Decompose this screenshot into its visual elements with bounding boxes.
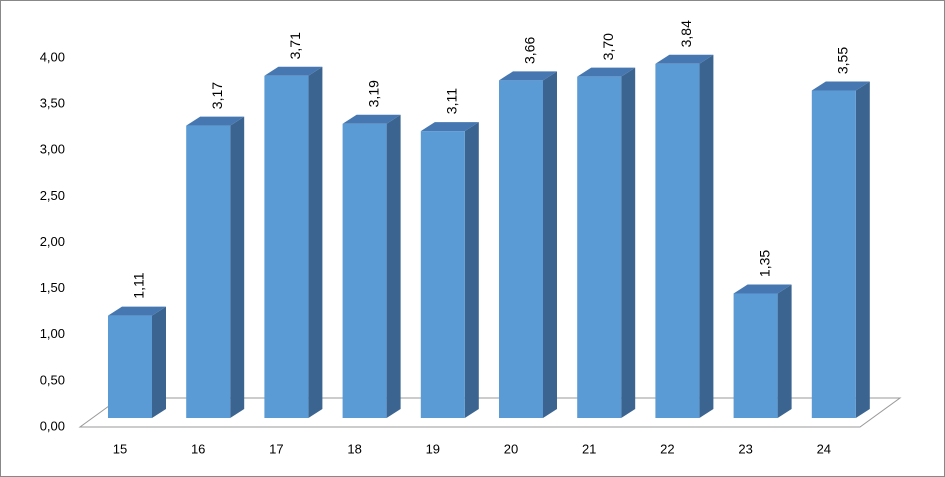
bar-top [811, 81, 870, 91]
y-tick-label: 0,50 [40, 372, 65, 387]
y-tick-label: 3,50 [40, 96, 65, 111]
bar-front [342, 123, 387, 418]
bar-side [308, 66, 323, 418]
bar-top [655, 54, 714, 64]
bar-side [152, 306, 166, 418]
y-tick-label: 4,00 [40, 49, 65, 64]
bar-front [186, 125, 231, 418]
x-tick-label: 24 [817, 441, 831, 456]
y-tick-label: 2,50 [40, 188, 65, 203]
x-tick-label: 21 [582, 441, 596, 456]
bar [186, 116, 245, 418]
bar [108, 306, 166, 418]
y-tick-label: 2,00 [40, 234, 65, 249]
bar-side [855, 81, 870, 418]
bar-side [777, 284, 792, 418]
value-label: 3,71 [287, 32, 303, 59]
bar-side [230, 116, 245, 418]
bar [811, 81, 870, 418]
value-label: 3,11 [444, 88, 460, 114]
bar-top [499, 71, 557, 81]
bar-front [499, 80, 543, 419]
bar [342, 114, 401, 418]
bar-front [733, 293, 778, 418]
x-tick-label: 19 [426, 441, 440, 456]
value-label: 3,17 [209, 82, 225, 109]
value-label: 3,66 [522, 37, 538, 64]
value-label: 3,19 [365, 80, 381, 107]
bar [655, 54, 714, 418]
value-label: 1,35 [756, 250, 772, 277]
bar [420, 122, 479, 419]
y-tick-label: 1,00 [40, 326, 65, 341]
bar-side [464, 122, 479, 418]
value-label: 3,70 [600, 33, 616, 60]
bar-top [186, 116, 245, 126]
bar-top [342, 114, 401, 124]
x-tick-label: 16 [191, 441, 205, 456]
value-label: 1,11 [131, 272, 147, 298]
y-tick-label: 0,00 [40, 418, 65, 433]
x-tick-label: 22 [660, 441, 674, 456]
value-label: 3,55 [835, 47, 851, 74]
floor [78, 397, 902, 428]
x-tick-label: 20 [504, 441, 518, 456]
bar-side [543, 71, 557, 419]
bar-front [655, 63, 700, 418]
x-tick-label: 18 [347, 441, 361, 456]
bar-top [577, 67, 636, 77]
bar [577, 67, 636, 419]
bar [499, 71, 557, 419]
bar-side [386, 114, 401, 418]
bar-side [699, 54, 714, 418]
bar-top [733, 284, 792, 294]
bar-front [264, 75, 309, 418]
x-tick-label: 17 [269, 441, 283, 456]
bar-top [108, 306, 166, 316]
bar-top [420, 122, 479, 132]
value-label: 3,84 [678, 20, 694, 47]
bar-side [621, 67, 636, 419]
y-tick-label: 3,00 [40, 142, 65, 157]
bar-top [264, 66, 323, 76]
bar-front [577, 76, 622, 419]
x-tick-label: 23 [738, 441, 752, 456]
bar-front [420, 131, 465, 419]
x-tick-label: 15 [113, 441, 127, 456]
y-tick-label: 1,50 [40, 280, 65, 295]
bar [733, 284, 792, 418]
bar-front [108, 315, 152, 418]
bar [264, 66, 323, 418]
bar-front [811, 90, 856, 418]
